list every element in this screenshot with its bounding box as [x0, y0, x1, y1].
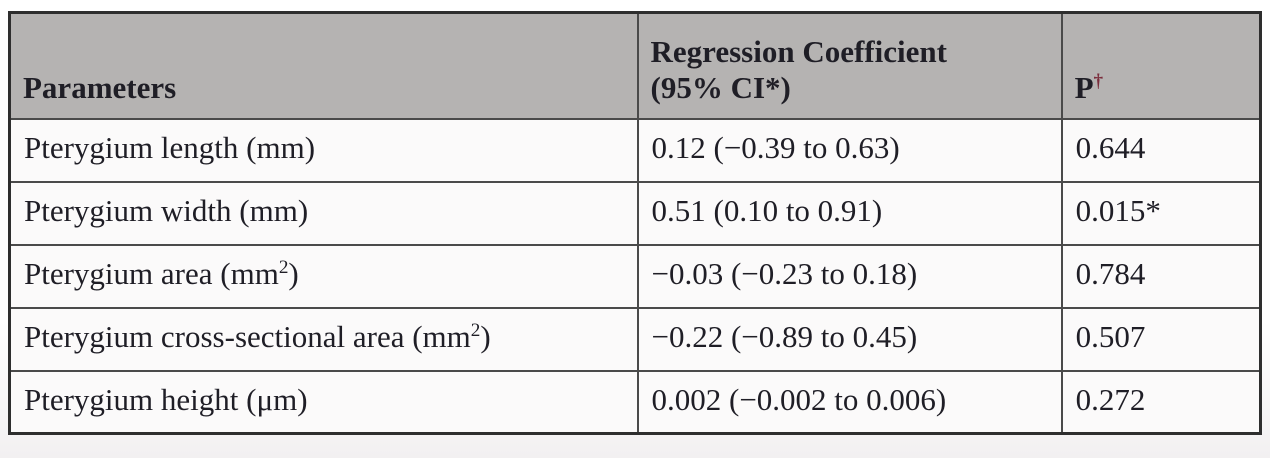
parameter-label: Pterygium height (μm)	[24, 381, 308, 417]
table-header: Parameters Regression Coefficient (95% C…	[8, 11, 1262, 120]
dagger-symbol: †	[1093, 71, 1104, 93]
regression-table: Parameters Regression Coefficient (95% C…	[8, 11, 1262, 435]
parameter-label: Pterygium area (mm	[24, 256, 279, 291]
parameter-label: Pterygium cross-sectional area (mm	[24, 319, 471, 354]
p-value-cell: 0.272	[1060, 369, 1262, 435]
parameter-cell: Pterygium area (mm2)	[8, 243, 639, 309]
p-value-cell: 0.015*	[1060, 180, 1262, 246]
parameter-label: Pterygium width (mm)	[24, 193, 309, 228]
parameter-cell: Pterygium height (μm)	[8, 369, 639, 435]
table-row: Pterygium length (mm) 0.12 (−0.39 to 0.6…	[8, 117, 1262, 183]
header-coefficient-line2: (95% CI*)	[650, 69, 791, 105]
table-row: Pterygium height (μm) 0.002 (−0.002 to 0…	[8, 369, 1262, 435]
header-row: Parameters Regression Coefficient (95% C…	[8, 11, 1262, 120]
coefficient-cell: −0.22 (−0.89 to 0.45)	[636, 306, 1063, 372]
parameter-cell: Pterygium length (mm)	[8, 117, 639, 183]
header-coefficient: Regression Coefficient (95% CI*)	[636, 11, 1063, 120]
header-p-value: P†	[1060, 11, 1262, 120]
header-parameters: Parameters	[8, 11, 639, 120]
superscript: 2	[278, 257, 289, 279]
parameter-label-suffix: )	[288, 256, 299, 291]
parameter-label: Pterygium length (mm)	[24, 130, 316, 165]
table-row: Pterygium width (mm) 0.51 (0.10 to 0.91)…	[8, 180, 1262, 246]
header-parameters-label: Parameters	[23, 69, 177, 105]
table-row: Pterygium cross-sectional area (mm2) −0.…	[8, 306, 1262, 372]
coefficient-cell: 0.12 (−0.39 to 0.63)	[636, 117, 1063, 183]
p-value-cell: 0.507	[1060, 306, 1262, 372]
p-value-cell: 0.644	[1060, 117, 1262, 183]
parameter-cell: Pterygium cross-sectional area (mm2)	[8, 306, 639, 372]
table-row: Pterygium area (mm2) −0.03 (−0.23 to 0.1…	[8, 243, 1262, 309]
table-body: Pterygium length (mm) 0.12 (−0.39 to 0.6…	[8, 117, 1262, 435]
coefficient-cell: −0.03 (−0.23 to 0.18)	[636, 243, 1063, 309]
superscript: 2	[470, 320, 481, 342]
p-value-cell: 0.784	[1060, 243, 1262, 309]
parameter-cell: Pterygium width (mm)	[8, 180, 639, 246]
coefficient-cell: 0.002 (−0.002 to 0.006)	[636, 369, 1063, 435]
header-p-label: P	[1074, 69, 1094, 105]
header-coefficient-line1: Regression Coefficient	[650, 34, 947, 70]
parameter-label-suffix: )	[480, 319, 491, 354]
coefficient-cell: 0.51 (0.10 to 0.91)	[636, 180, 1063, 246]
